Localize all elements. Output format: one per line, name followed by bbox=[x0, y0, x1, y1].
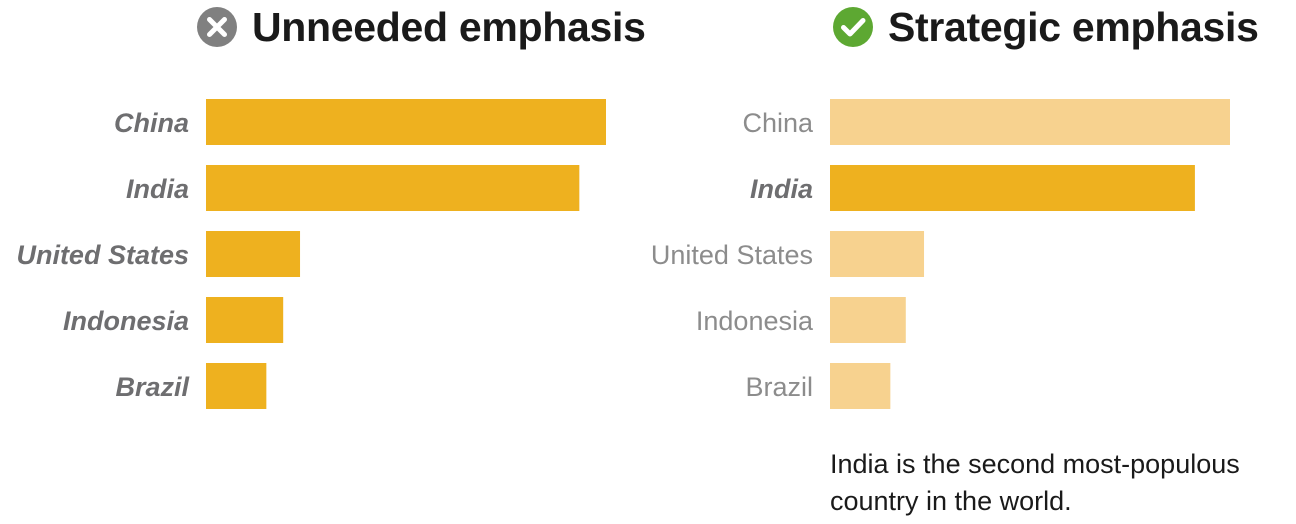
category-label: India bbox=[126, 174, 189, 204]
category-label: Indonesia bbox=[696, 306, 814, 336]
category-label: United States bbox=[651, 240, 813, 270]
category-label: Indonesia bbox=[63, 306, 189, 336]
chart-annotation: India is the second most-populous countr… bbox=[830, 449, 1240, 516]
chart-strategic-emphasis: Strategic emphasis China India United Stat… bbox=[624, 0, 1296, 524]
bar-india bbox=[830, 165, 1195, 211]
chart-title-block: Unneeded emphasis bbox=[196, 0, 646, 54]
category-label: China bbox=[114, 108, 189, 138]
bar-united-states bbox=[206, 231, 301, 277]
category-label: India bbox=[750, 174, 813, 204]
bar-united-states bbox=[830, 231, 925, 277]
category-label: Brazil bbox=[115, 372, 189, 402]
bar-india bbox=[206, 165, 580, 211]
bar-indonesia bbox=[830, 297, 906, 343]
chart-title-block: Strategic emphasis bbox=[832, 0, 1259, 54]
bar-china bbox=[206, 99, 606, 145]
bar-chart-plot: China India United States Indonesia Brazil bbox=[651, 99, 1230, 409]
chart-unneeded-emphasis: Unneeded emphasis China India United State… bbox=[16, 0, 646, 409]
category-label: China bbox=[742, 108, 814, 138]
check-circle-icon bbox=[833, 7, 873, 47]
bar-china bbox=[830, 99, 1230, 145]
bar-brazil bbox=[830, 363, 891, 409]
bar-indonesia bbox=[206, 297, 284, 343]
category-label: Brazil bbox=[745, 372, 813, 402]
bar-chart-plot: China India United States Indonesia Brazil bbox=[16, 99, 606, 409]
x-circle-icon bbox=[197, 7, 237, 47]
bar-brazil bbox=[206, 363, 267, 409]
category-label: United States bbox=[16, 240, 189, 270]
chart-title: Strategic emphasis bbox=[888, 3, 1259, 50]
chart-title: Unneeded emphasis bbox=[252, 3, 646, 50]
